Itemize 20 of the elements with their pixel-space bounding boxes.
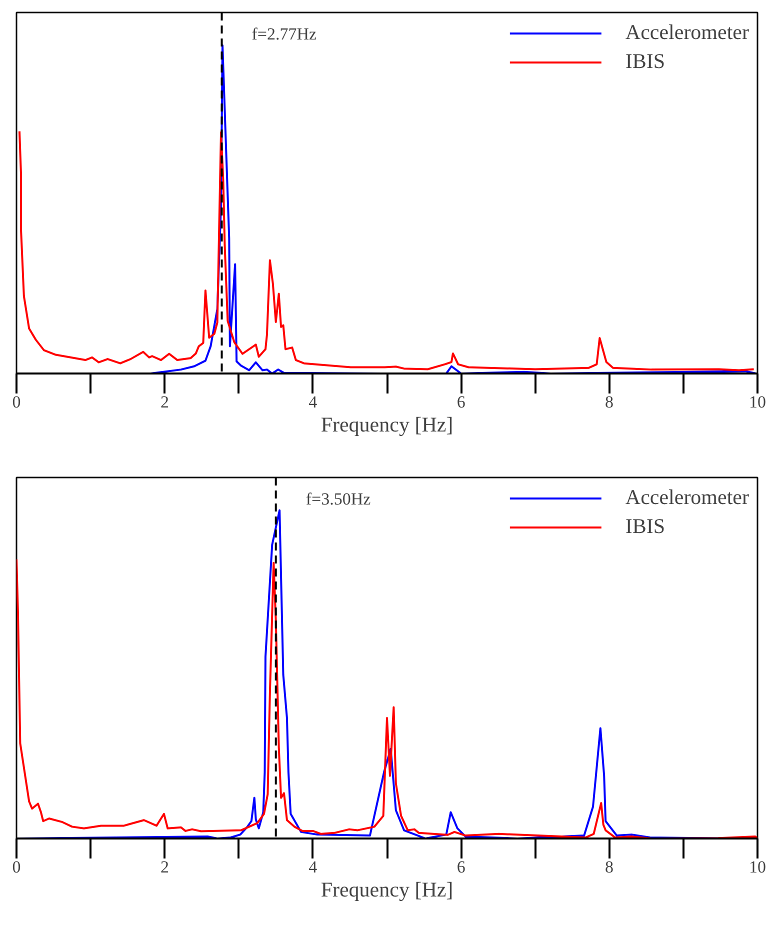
x-tick-label: 10 (749, 858, 766, 876)
legend-label: IBIS (625, 49, 666, 74)
x-tick-label: 8 (605, 858, 614, 876)
x-tick-label: 2 (160, 858, 169, 876)
x-axis-title: Frequency [Hz] (320, 878, 454, 902)
ref-line-label: f=2.77Hz (252, 24, 318, 44)
x-tick-label: 4 (308, 392, 318, 412)
legend-label: IBIS (625, 514, 666, 539)
x-tick-label: 4 (308, 858, 318, 876)
x-tick-label: 10 (749, 392, 766, 412)
x-tick-label: 0 (12, 858, 21, 876)
legend-label: Accelerometer (625, 20, 749, 45)
x-axis-title: Frequency [Hz] (320, 412, 454, 436)
x-tick-label: 8 (605, 392, 614, 412)
x-tick-label: 6 (456, 392, 466, 412)
x-tick-label: 6 (456, 858, 466, 876)
x-tick-label: 2 (160, 392, 169, 412)
ref-line-label: f=3.50Hz (306, 490, 372, 508)
legend-label: Accelerometer (625, 485, 749, 510)
x-tick-label: 0 (12, 392, 21, 412)
